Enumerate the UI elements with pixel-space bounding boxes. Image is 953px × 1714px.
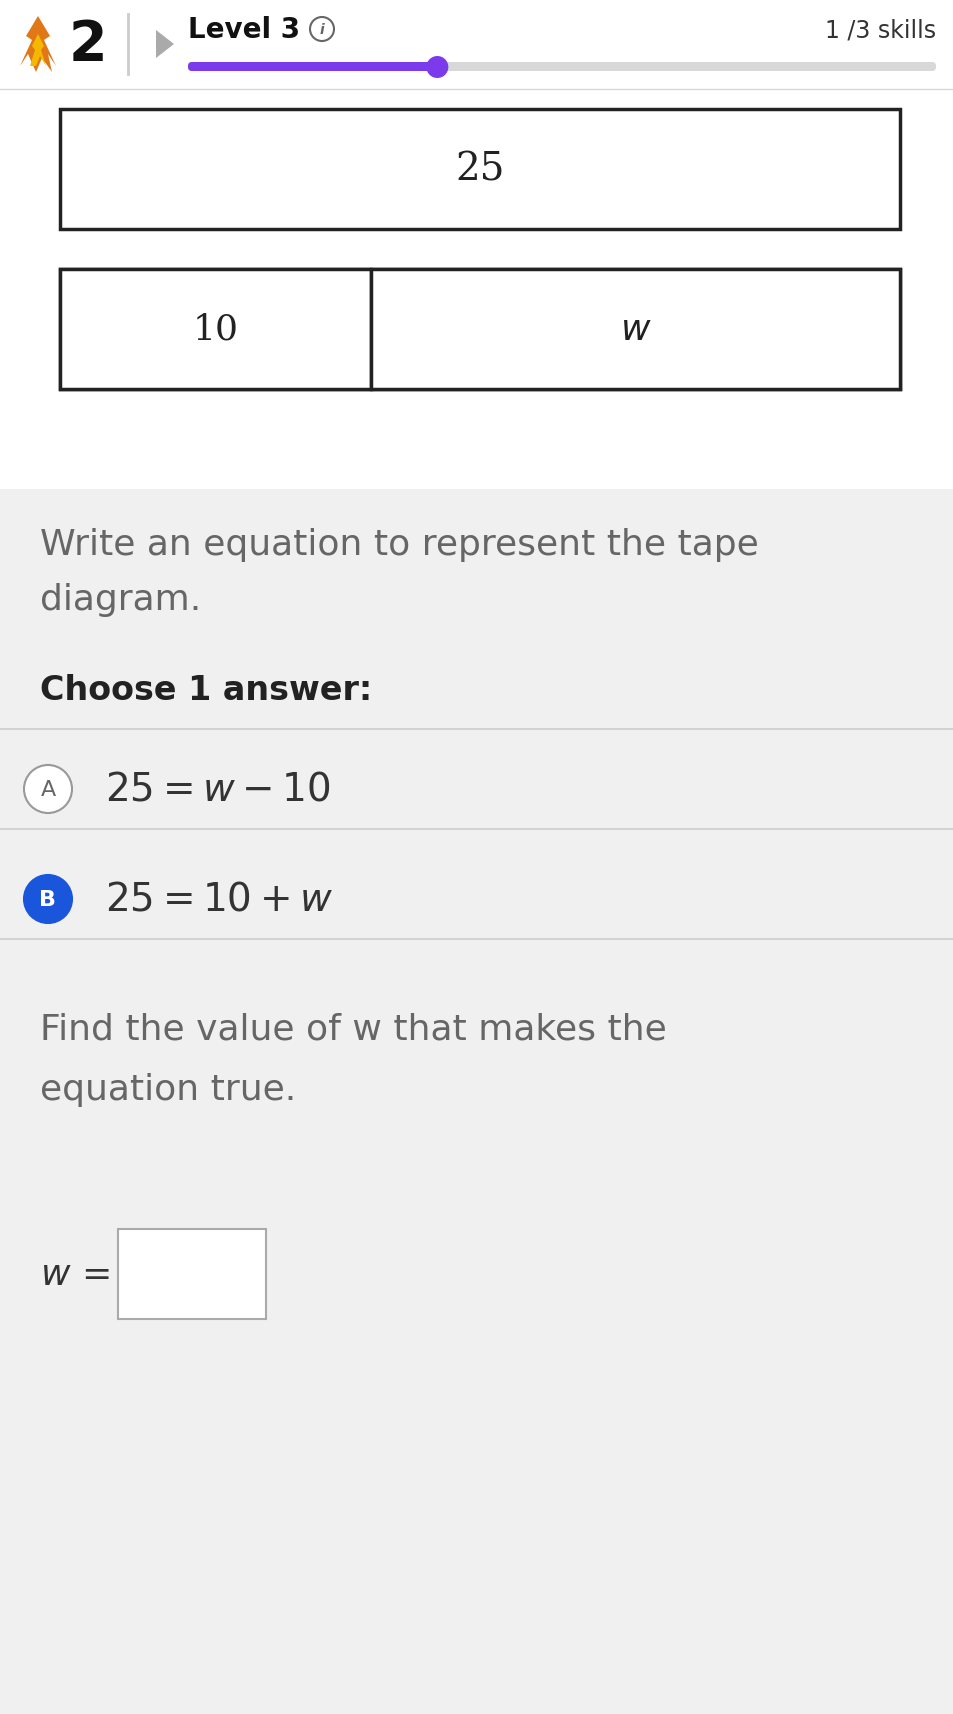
Text: $25 = w - 10$: $25 = w - 10$ [105,771,331,807]
Text: $25 = 10 + w$: $25 = 10 + w$ [105,881,333,919]
Polygon shape [30,34,46,67]
Circle shape [426,57,448,79]
FancyBboxPatch shape [188,63,935,72]
Text: Choose 1 answer:: Choose 1 answer: [40,674,372,706]
FancyBboxPatch shape [188,63,436,72]
Text: Write an equation to represent the tape: Write an equation to represent the tape [40,528,758,562]
Polygon shape [156,31,173,58]
Text: A: A [40,780,55,799]
Text: 2: 2 [69,17,107,72]
Text: equation true.: equation true. [40,1073,296,1106]
Text: 25: 25 [455,151,504,189]
Circle shape [24,766,71,814]
FancyBboxPatch shape [60,110,899,230]
FancyBboxPatch shape [0,0,953,89]
Text: $w$ =: $w$ = [40,1258,110,1291]
Text: diagram.: diagram. [40,583,201,617]
Text: $w$: $w$ [618,314,651,346]
FancyBboxPatch shape [60,269,899,389]
FancyBboxPatch shape [371,269,899,389]
FancyBboxPatch shape [118,1229,266,1320]
Polygon shape [20,17,56,74]
Text: Level 3: Level 3 [188,15,300,45]
Text: B: B [39,890,56,910]
FancyBboxPatch shape [60,269,371,389]
Text: i: i [319,22,324,38]
Circle shape [24,876,71,924]
Text: Find the value of w that makes the: Find the value of w that makes the [40,1013,666,1046]
Text: 1 /3 skills: 1 /3 skills [824,17,935,41]
FancyBboxPatch shape [0,89,953,490]
Text: 10: 10 [193,314,238,346]
